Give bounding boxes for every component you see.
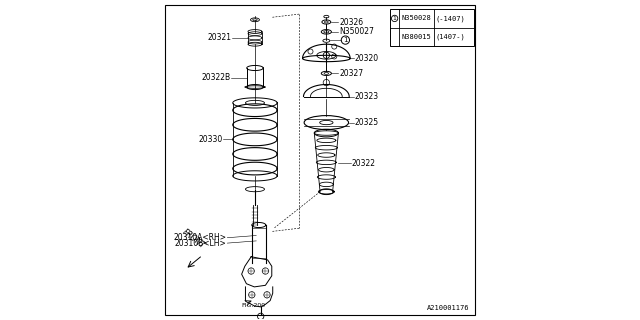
Text: 20310B<LH>: 20310B<LH> bbox=[175, 239, 227, 248]
Text: 20323: 20323 bbox=[355, 92, 379, 101]
Text: 20320: 20320 bbox=[355, 54, 379, 63]
Text: 20330: 20330 bbox=[198, 135, 222, 144]
Text: N380015: N380015 bbox=[402, 34, 432, 40]
Text: 20321: 20321 bbox=[207, 33, 231, 42]
Text: 1: 1 bbox=[343, 37, 348, 43]
Text: 20310A<RH>: 20310A<RH> bbox=[173, 233, 227, 242]
Text: FIG.200: FIG.200 bbox=[241, 303, 265, 308]
Text: 20325: 20325 bbox=[355, 118, 379, 127]
Text: 20326: 20326 bbox=[339, 18, 363, 27]
Text: 1: 1 bbox=[393, 16, 397, 21]
Text: N350027: N350027 bbox=[339, 27, 374, 36]
Text: FRONT: FRONT bbox=[180, 228, 206, 251]
Text: (-1407): (-1407) bbox=[435, 15, 465, 22]
Text: 20322: 20322 bbox=[352, 159, 376, 168]
Text: 20322B: 20322B bbox=[202, 73, 230, 82]
Text: N350028: N350028 bbox=[402, 15, 432, 21]
Text: A210001176: A210001176 bbox=[427, 305, 469, 311]
Text: (1407-): (1407-) bbox=[435, 33, 465, 40]
Text: 20327: 20327 bbox=[339, 69, 363, 78]
